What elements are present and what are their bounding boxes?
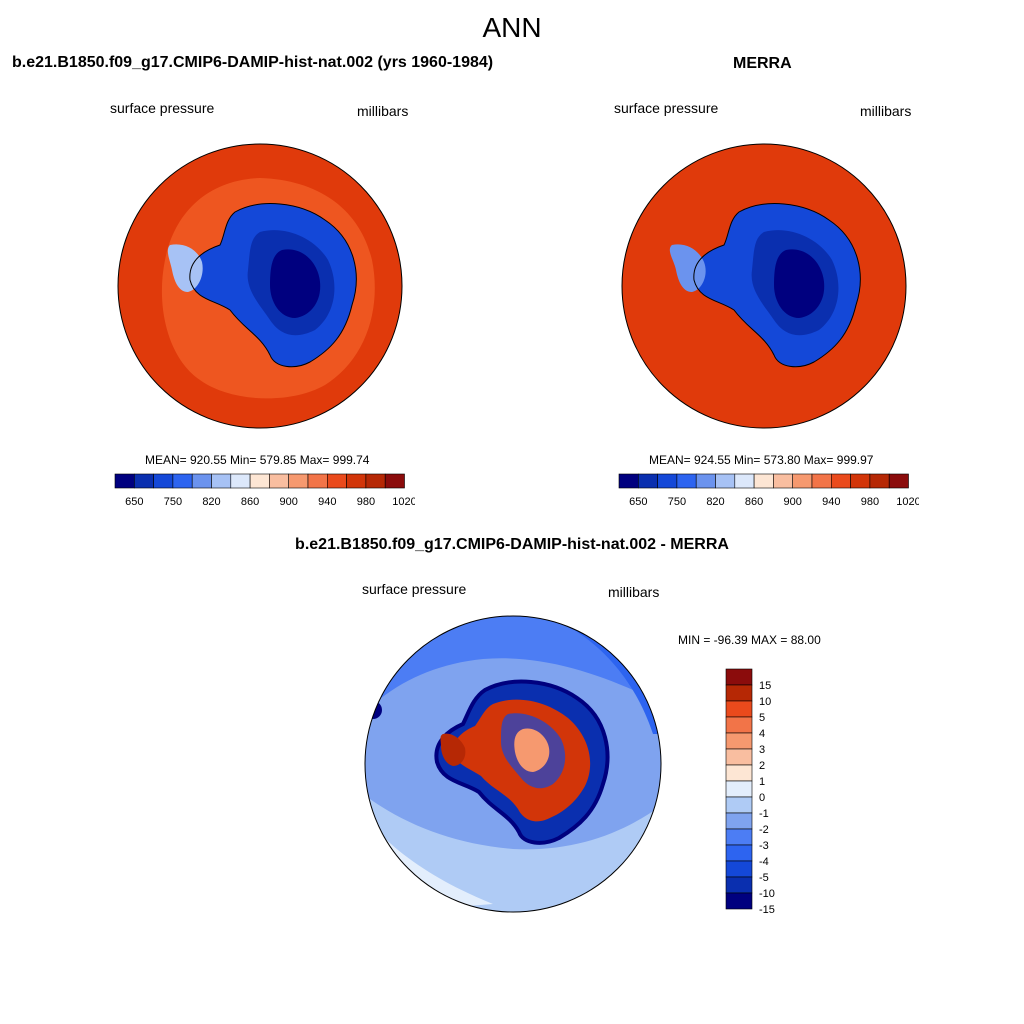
panel3-colorbar-swatch xyxy=(725,876,753,894)
panel1-colorbar-tick-label: 820 xyxy=(202,496,220,508)
panel2-colorbar-swatch xyxy=(811,473,832,489)
panel2-colorbar-swatch xyxy=(695,473,716,489)
panel1-colorbar: 650 750 820 860 900 940 980 1020 xyxy=(114,473,415,508)
panel2-variable: surface pressure xyxy=(614,100,719,116)
panel2-colorbar-swatch xyxy=(792,473,813,489)
panel3-colorbar-tick-label: -10 xyxy=(759,888,775,900)
panel3-colorbar-tick-label: -4 xyxy=(759,856,769,868)
panel3-colorbar-swatch xyxy=(725,716,753,734)
panel3-colorbar-swatch xyxy=(725,764,753,782)
panel1-colorbar-swatch xyxy=(384,473,405,489)
panel2-colorbar-swatch xyxy=(869,473,890,489)
panel1-colorbar-tick-label: 860 xyxy=(241,496,259,508)
panel1-colorbar-tick-label: 750 xyxy=(164,496,182,508)
panel1-stats: MEAN= 920.55 Min= 579.85 Max= 999.74 xyxy=(145,453,370,467)
panel2-colorbar-tick-label: 900 xyxy=(784,496,802,508)
panel3-colorbar-swatch xyxy=(725,844,753,862)
panel1-colorbar-swatch xyxy=(269,473,289,489)
panel1-map xyxy=(117,143,403,429)
panel1-colorbar-swatch xyxy=(230,473,251,489)
panel2-map xyxy=(621,143,907,429)
panel2-colorbar-tick-label: 820 xyxy=(706,496,724,508)
panel3-colorbar-tick-label: 15 xyxy=(759,680,771,692)
panel3-colorbar-swatch xyxy=(725,748,753,766)
panel2-colorbar-tick-label: 1020 xyxy=(896,496,919,508)
panel3-title: b.e21.B1850.f09_g17.CMIP6-DAMIP-hist-nat… xyxy=(295,536,729,553)
panel1-colorbar-tick-label: 940 xyxy=(318,496,336,508)
panel2-colorbar-swatch xyxy=(753,473,774,489)
panel2-colorbar-swatch xyxy=(657,473,678,489)
panel3-colorbar-tick-label: -3 xyxy=(759,840,769,852)
panel2-units: millibars xyxy=(860,103,912,119)
panel1-colorbar-tick-label: 1020 xyxy=(392,496,415,508)
panel1-colorbar-tick-label: 980 xyxy=(357,496,375,508)
panel3-colorbar-tick-label: 2 xyxy=(759,760,765,772)
figure-title: ANN xyxy=(482,12,542,43)
panel1-colorbar-swatch xyxy=(114,473,135,489)
panel3-colorbar-swatch xyxy=(725,780,753,798)
panel2-colorbar-tick-label: 980 xyxy=(861,496,879,508)
panel3-colorbar-tick-label: -15 xyxy=(759,904,775,915)
panel1-colorbar-swatch xyxy=(327,473,347,489)
panel2-colorbar-swatch xyxy=(831,473,851,489)
panel1-colorbar-swatch xyxy=(133,473,154,489)
panel3-colorbar-swatch xyxy=(725,860,753,878)
panel3-colorbar-swatch xyxy=(725,892,753,910)
panel3-colorbar-swatch xyxy=(725,700,753,718)
panel2-colorbar-swatch xyxy=(618,473,639,489)
panel1-colorbar-tick-label: 650 xyxy=(125,496,143,508)
panel2-colorbar-swatch xyxy=(773,473,793,489)
panel3-colorbar-swatch xyxy=(725,732,753,750)
panel3-colorbar-tick-label: 4 xyxy=(759,728,765,740)
panel2-colorbar-tick-label: 750 xyxy=(668,496,686,508)
panel3-units: millibars xyxy=(608,584,660,600)
panel1-variable: surface pressure xyxy=(110,100,215,116)
panel2-title: MERRA xyxy=(733,55,792,72)
panel1-colorbar-swatch xyxy=(365,473,386,489)
panel2-colorbar-swatch xyxy=(888,473,909,489)
panel3-stats: MIN = -96.39 MAX = 88.00 xyxy=(678,633,821,647)
panel1-colorbar-swatch xyxy=(346,473,367,489)
panel1-colorbar-swatch xyxy=(191,473,212,489)
panel1-units: millibars xyxy=(357,103,409,119)
panel3-colorbar-swatch xyxy=(725,828,753,846)
panel3-colorbar-tick-label: 3 xyxy=(759,744,765,756)
panel2-colorbar-swatch xyxy=(734,473,755,489)
panel3-colorbar-tick-label: 5 xyxy=(759,712,765,724)
panel2-colorbar-tick-label: 940 xyxy=(822,496,840,508)
panel1-colorbar-swatch xyxy=(211,473,232,489)
panel3-colorbar-tick-label: 10 xyxy=(759,696,771,708)
panel1-colorbar-swatch xyxy=(307,473,328,489)
panel1-colorbar-swatch xyxy=(153,473,174,489)
panel1-colorbar-tick-label: 900 xyxy=(280,496,298,508)
panel3-colorbar-tick-label: -1 xyxy=(759,808,769,820)
panel2-colorbar-swatch xyxy=(715,473,736,489)
panel1-colorbar-swatch xyxy=(249,473,270,489)
panel2-colorbar-tick-label: 860 xyxy=(745,496,763,508)
panel1-colorbar-swatch xyxy=(288,473,309,489)
panel2-stats: MEAN= 924.55 Min= 573.80 Max= 999.97 xyxy=(649,453,874,467)
panel3-variable: surface pressure xyxy=(362,581,467,597)
panel3-colorbar-swatch xyxy=(725,796,753,814)
panel3-colorbar-swatch xyxy=(725,812,753,830)
panel2-colorbar-tick-label: 650 xyxy=(629,496,647,508)
panel1-title: b.e21.B1850.f09_g17.CMIP6-DAMIP-hist-nat… xyxy=(12,54,494,71)
panel3-colorbar-tick-label: 1 xyxy=(759,776,765,788)
panel3-colorbar-tick-label: -2 xyxy=(759,824,769,836)
panel3-colorbar-tick-label: 0 xyxy=(759,792,765,804)
panel2-colorbar: 650 750 820 860 900 940 980 1020 xyxy=(618,473,919,508)
panel2-colorbar-swatch xyxy=(676,473,697,489)
panel3-map xyxy=(364,615,662,913)
panel2-colorbar-swatch xyxy=(850,473,871,489)
panel3-colorbar-swatch xyxy=(725,668,753,686)
panel3-colorbar-swatch xyxy=(725,684,753,702)
panel1-colorbar-swatch xyxy=(172,473,193,489)
panel3-colorbar-tick-label: -5 xyxy=(759,872,769,884)
panel2-colorbar-swatch xyxy=(637,473,658,489)
